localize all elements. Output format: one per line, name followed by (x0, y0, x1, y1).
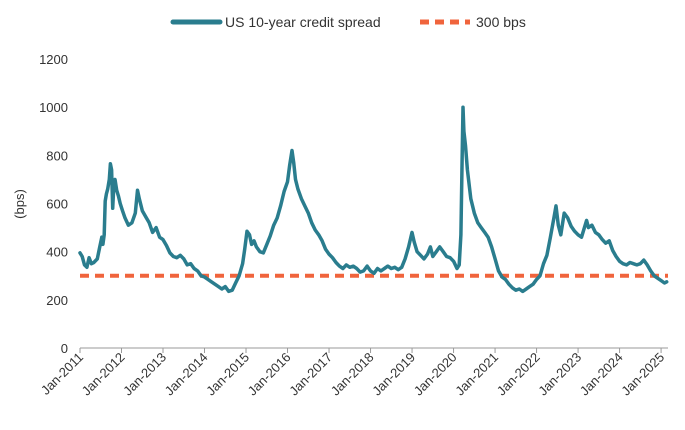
x-tick-label: Jan-2017 (286, 350, 335, 399)
x-tick-label: Jan-2013 (120, 350, 169, 399)
x-tick-label: Jan-2020 (411, 350, 460, 399)
x-tick-label: Jan-2022 (494, 350, 543, 399)
x-tick-label: Jan-2019 (369, 350, 418, 399)
plot-area (78, 105, 669, 294)
x-axis-ticks: Jan-2011Jan-2012Jan-2013Jan-2014Jan-2015… (38, 348, 667, 398)
y-axis-title: (bps) (12, 189, 27, 219)
x-tick-label: Jan-2024 (577, 350, 626, 399)
y-tick-label: 800 (46, 148, 68, 163)
y-tick-label: 1000 (39, 100, 68, 115)
legend-label-300-bps: 300 bps (476, 14, 526, 30)
x-tick-label: Jan-2011 (38, 350, 86, 398)
x-tick-label: Jan-2014 (162, 350, 211, 399)
x-tick-label: Jan-2025 (618, 350, 667, 399)
x-tick-label: Jan-2023 (535, 350, 584, 399)
y-tick-label: 400 (46, 245, 68, 260)
y-tick-label: 0 (61, 341, 68, 356)
y-tick-label: 200 (46, 293, 68, 308)
legend-label-credit-spread: US 10-year credit spread (225, 14, 381, 30)
y-axis-ticks: 0 200 400 600 800 1000 1200 (39, 52, 68, 356)
credit-spread-line (78, 105, 669, 294)
x-tick-label: Jan-2018 (328, 350, 377, 399)
x-tick-label: Jan-2021 (452, 350, 501, 399)
x-tick-label: Jan-2012 (79, 350, 128, 399)
y-tick-label: 600 (46, 197, 68, 212)
x-tick-label: Jan-2016 (245, 350, 294, 399)
legend: US 10-year credit spread 300 bps (170, 14, 526, 30)
x-tick-label: Jan-2015 (203, 350, 252, 399)
y-tick-label: 1200 (39, 52, 68, 67)
